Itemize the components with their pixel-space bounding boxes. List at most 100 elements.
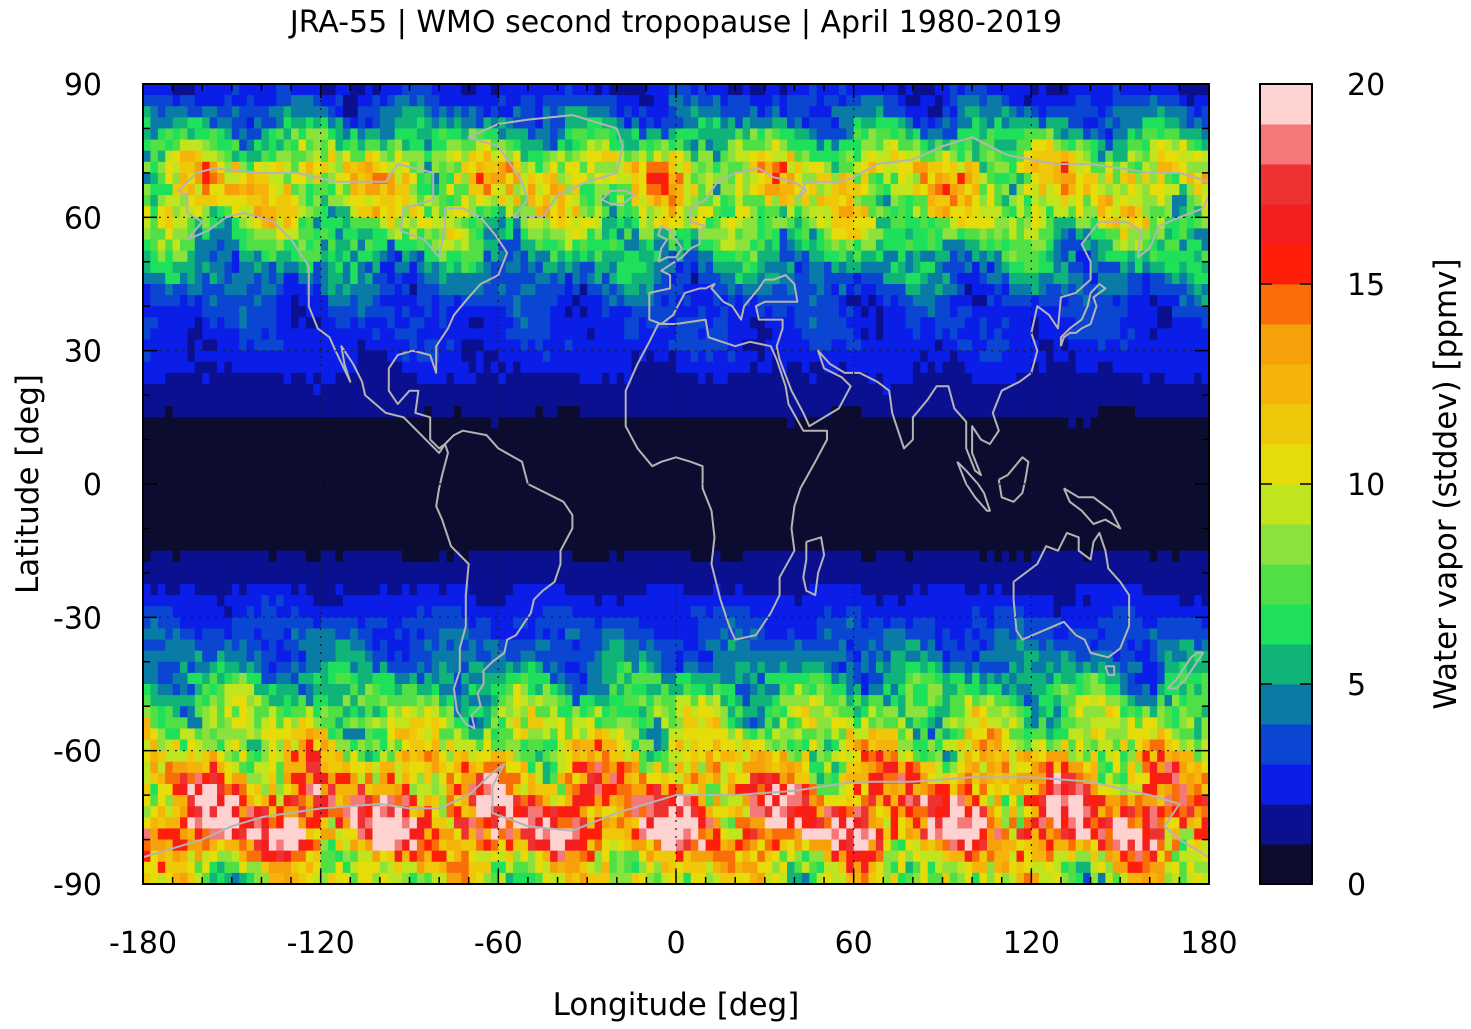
heatmap-cell <box>1031 261 1040 274</box>
heatmap-cell <box>1046 195 1055 207</box>
heatmap-cell <box>676 206 684 218</box>
heatmap-cell <box>824 350 833 363</box>
heatmap-cell <box>172 306 181 318</box>
heatmap-cell <box>1164 206 1173 218</box>
heatmap-cell <box>202 261 211 274</box>
heatmap-cell <box>231 372 240 385</box>
heatmap-cell <box>328 295 337 307</box>
heatmap-cell <box>335 128 344 141</box>
heatmap-cell <box>1023 428 1032 441</box>
heatmap-cell <box>942 295 951 307</box>
heatmap-cell <box>557 306 566 318</box>
heatmap-cell <box>601 139 610 152</box>
heatmap-cell <box>1097 128 1106 141</box>
heatmap-cell <box>779 161 788 174</box>
heatmap-cell <box>520 117 529 130</box>
heatmap-cell <box>801 339 810 352</box>
heatmap-cell <box>453 417 462 430</box>
heatmap-cell <box>890 350 899 363</box>
heatmap-cell <box>217 328 226 341</box>
heatmap-cell <box>846 284 855 296</box>
heatmap-cell <box>468 428 477 441</box>
heatmap-cell <box>224 417 233 430</box>
heatmap-cell <box>1127 272 1136 285</box>
heatmap-cell <box>143 195 151 207</box>
heatmap-cell <box>342 128 351 141</box>
heatmap-cell <box>328 272 337 285</box>
heatmap-cell <box>727 372 736 385</box>
heatmap-cell <box>1142 317 1151 330</box>
heatmap-cell <box>283 117 292 130</box>
heatmap-cell <box>631 306 640 318</box>
heatmap-cell <box>861 350 870 363</box>
heatmap-cell <box>1194 261 1203 274</box>
heatmap-cell <box>461 317 470 330</box>
heatmap-cell <box>409 206 418 218</box>
heatmap-cell <box>668 239 677 252</box>
heatmap-cell <box>468 239 477 252</box>
heatmap-cell <box>1023 139 1032 152</box>
heatmap-cell <box>1023 161 1032 174</box>
heatmap-cell <box>757 395 766 407</box>
heatmap-cell <box>794 272 803 285</box>
heatmap-cell <box>527 139 536 152</box>
heatmap-cell <box>387 195 396 207</box>
heatmap-cell <box>742 172 751 185</box>
heatmap-cell <box>209 417 218 430</box>
heatmap-cell <box>1001 106 1010 118</box>
heatmap-cell <box>1016 350 1025 363</box>
heatmap-cell <box>342 284 351 296</box>
heatmap-cell <box>550 428 559 441</box>
heatmap-cell <box>1201 350 1209 363</box>
heatmap-cell <box>898 395 907 407</box>
heatmap-cell <box>720 250 729 263</box>
heatmap-cell <box>1112 272 1121 285</box>
heatmap-cell <box>957 306 966 318</box>
heatmap-cell <box>246 195 255 207</box>
heatmap-cell <box>490 417 499 430</box>
heatmap-cell <box>202 150 211 163</box>
heatmap-cell <box>676 328 684 341</box>
heatmap-cell <box>964 261 973 274</box>
heatmap-cell <box>439 206 448 218</box>
heatmap-cell <box>446 428 455 441</box>
heatmap-cell <box>1068 284 1077 296</box>
heatmap-cell <box>572 172 581 185</box>
heatmap-cell <box>1105 128 1114 141</box>
heatmap-cell <box>831 439 840 452</box>
heatmap-cell <box>217 117 226 130</box>
heatmap-cell <box>527 106 536 118</box>
heatmap-cell <box>883 228 892 241</box>
heatmap-cell <box>579 139 588 152</box>
heatmap-cell <box>727 150 736 163</box>
heatmap-cell <box>1186 95 1195 107</box>
heatmap-cell <box>172 239 181 252</box>
heatmap-cell <box>520 128 529 141</box>
heatmap-cell <box>283 95 292 107</box>
heatmap-cell <box>846 272 855 285</box>
heatmap-cell <box>453 150 462 163</box>
heatmap-cell <box>439 195 448 207</box>
heatmap-cell <box>217 384 226 396</box>
heatmap-cell <box>1053 206 1062 218</box>
heatmap-cell <box>231 317 240 330</box>
heatmap-cell <box>1127 228 1136 241</box>
heatmap-cell <box>772 328 781 341</box>
heatmap-cell <box>1046 128 1055 141</box>
heatmap-cell <box>742 128 751 141</box>
heatmap-cell <box>320 161 329 174</box>
heatmap-cell <box>564 172 573 185</box>
heatmap-cell <box>453 361 462 374</box>
heatmap-cell <box>616 439 625 452</box>
heatmap-cell <box>254 84 263 96</box>
heatmap-cell <box>624 206 633 218</box>
heatmap-cell <box>801 428 810 441</box>
heatmap-cell <box>809 395 818 407</box>
heatmap-cell <box>979 350 988 363</box>
heatmap-cell <box>1142 217 1151 230</box>
heatmap-cell <box>490 184 499 196</box>
heatmap-cell <box>801 461 810 474</box>
heatmap-cell <box>1038 428 1047 441</box>
heatmap-cell <box>935 184 944 196</box>
heatmap-cell <box>1097 250 1106 263</box>
